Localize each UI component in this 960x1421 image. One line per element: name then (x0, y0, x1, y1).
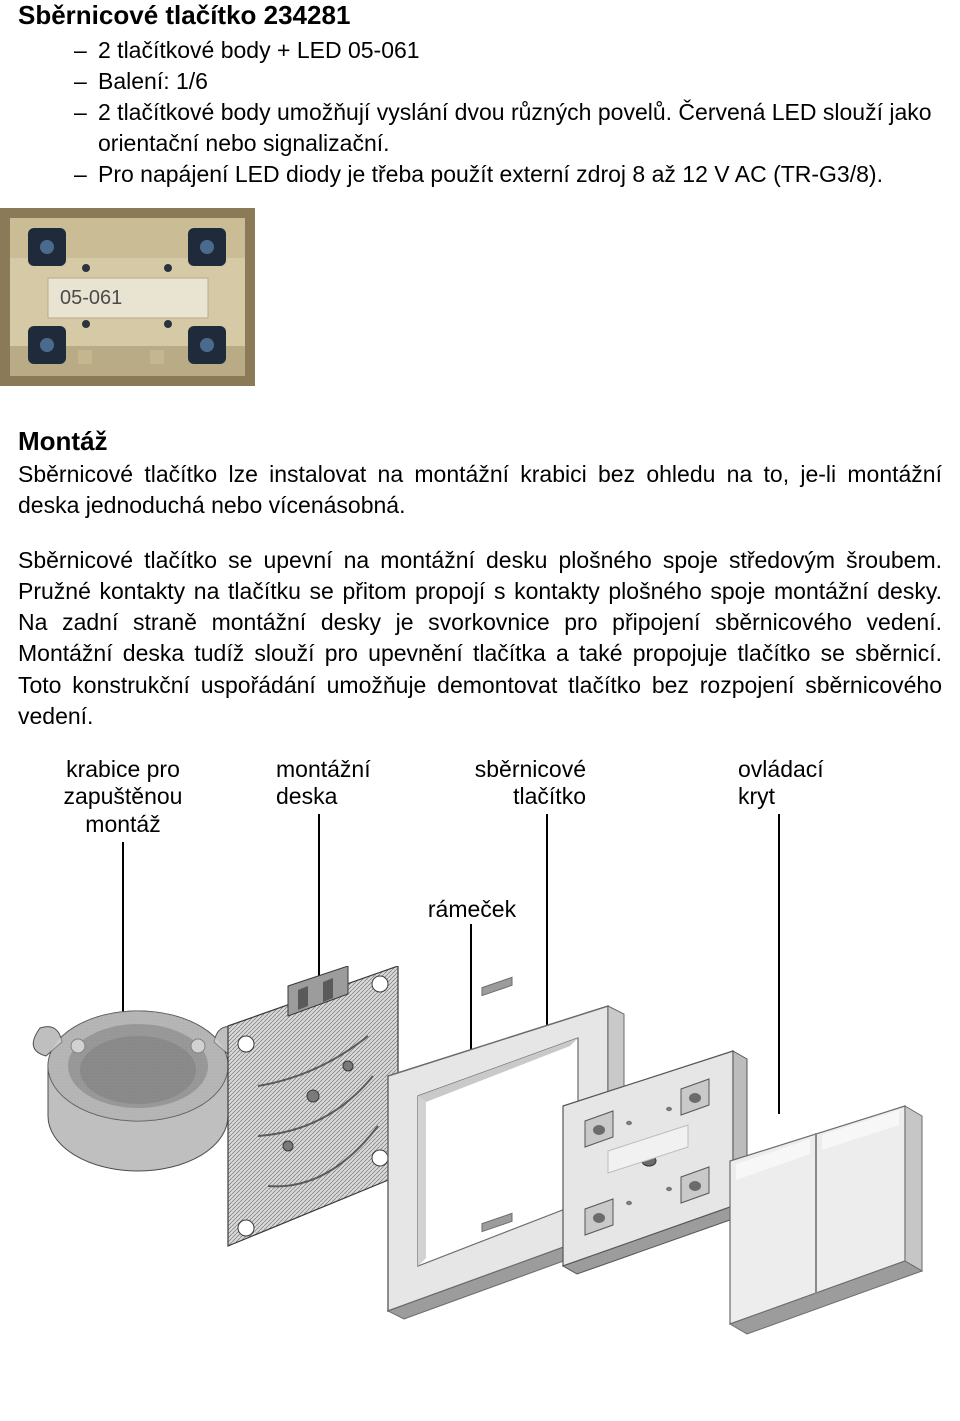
dash-icon: – (74, 35, 98, 66)
diagram-label-busbtn: sběrnicové tlačítko (436, 756, 586, 811)
diagram-label-frame: rámeček (412, 896, 532, 924)
product-photo-svg: 05-061 (0, 208, 255, 386)
section-heading: Montáž (18, 426, 942, 457)
bullet-text: 2 tlačítkové body + LED 05-061 (98, 35, 942, 66)
photo-label-text: 05-061 (60, 287, 122, 309)
dash-icon: – (74, 97, 98, 159)
diagram-label-board: montážní deska (276, 756, 396, 811)
bullet-list: –2 tlačítkové body + LED 05-061 –Balení:… (74, 35, 942, 190)
bullet-text: Balení: 1/6 (98, 66, 942, 97)
bullet-text: Pro napájení LED diody je třeba použít e… (98, 159, 942, 190)
paragraph: Sběrnicové tlačítko lze instalovat na mo… (18, 459, 942, 521)
dash-icon: – (74, 66, 98, 97)
exploded-diagram: krabice pro zapuštěnou montáž montážní d… (18, 756, 942, 1356)
exploded-svg (18, 966, 942, 1346)
diagram-label-cover: ovládací kryt (738, 756, 858, 811)
dash-icon: – (74, 159, 98, 190)
diagram-label-box: krabice pro zapuštěnou montáž (38, 756, 208, 839)
paragraph: Sběrnicové tlačítko se upevní na montážn… (18, 545, 942, 731)
page-title: Sběrnicové tlačítko 234281 (18, 0, 942, 31)
product-photo: 05-061 (0, 208, 942, 386)
bullet-text: 2 tlačítkové body umožňují vyslání dvou … (98, 97, 942, 159)
